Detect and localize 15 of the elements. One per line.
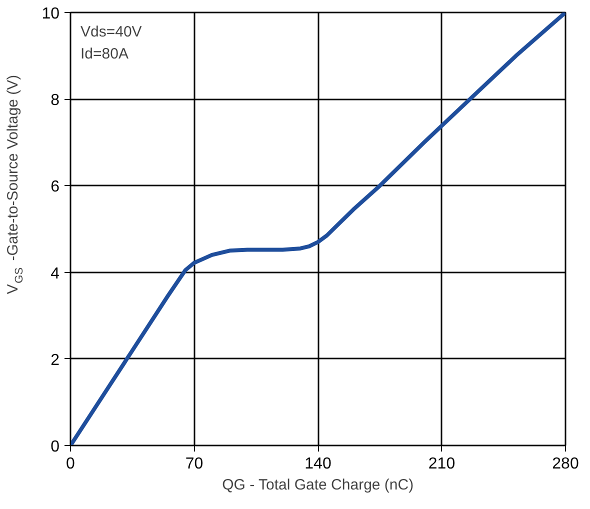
x-tick-label: 280 <box>552 456 579 472</box>
y-tick-label: 6 <box>50 178 60 196</box>
y-tick-label: 10 <box>42 6 60 22</box>
y-axis-title: VGS -Gate-to-Source Voltage (V) <box>4 74 26 294</box>
y-tick-label: 2 <box>50 352 60 369</box>
y-tick-label: 0 <box>50 438 60 456</box>
x-tick-label: 70 <box>185 456 204 472</box>
x-tick-label: 0 <box>66 456 76 472</box>
annotation: Id=80A <box>80 46 128 62</box>
x-tick-label: 210 <box>428 456 456 472</box>
x-axis-title: QG - Total Gate Charge (nC) <box>222 476 414 494</box>
annotation: Vds=40V <box>80 24 142 40</box>
y-tick-label: 8 <box>50 92 60 110</box>
x-tick-label: 140 <box>304 456 332 472</box>
y-tick-label: 4 <box>50 265 60 282</box>
